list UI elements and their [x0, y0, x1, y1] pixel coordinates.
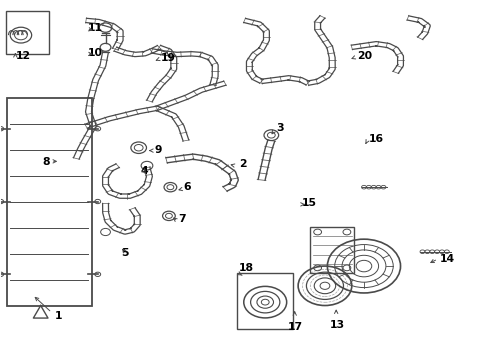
Text: 1: 1 [54, 311, 61, 321]
Bar [237, 273, 293, 329]
Text: 10: 10 [87, 48, 102, 58]
Text: 17: 17 [287, 321, 303, 332]
Text: 4: 4 [141, 166, 148, 176]
Text: 14: 14 [439, 254, 454, 264]
Bar [310, 226, 353, 273]
Text: 16: 16 [368, 134, 383, 144]
Circle shape [95, 127, 101, 131]
Bar [6, 98, 92, 306]
Text: 5: 5 [121, 248, 128, 258]
Circle shape [0, 272, 3, 276]
Text: 3: 3 [276, 123, 283, 133]
Text: 19: 19 [160, 53, 175, 63]
Circle shape [0, 127, 3, 131]
Text: 2: 2 [238, 159, 246, 169]
Text: 8: 8 [42, 157, 49, 167]
Circle shape [95, 199, 101, 204]
Text: 7: 7 [178, 215, 186, 224]
Circle shape [0, 199, 3, 204]
Text: 15: 15 [302, 198, 316, 208]
Text: 6: 6 [183, 182, 191, 192]
Text: 12: 12 [15, 51, 30, 61]
Bar [5, 12, 49, 54]
Text: 13: 13 [329, 320, 344, 330]
Circle shape [95, 272, 101, 276]
Text: 20: 20 [356, 51, 371, 61]
Text: 9: 9 [154, 144, 162, 154]
Text: 11: 11 [87, 23, 102, 33]
Text: 18: 18 [238, 263, 253, 273]
